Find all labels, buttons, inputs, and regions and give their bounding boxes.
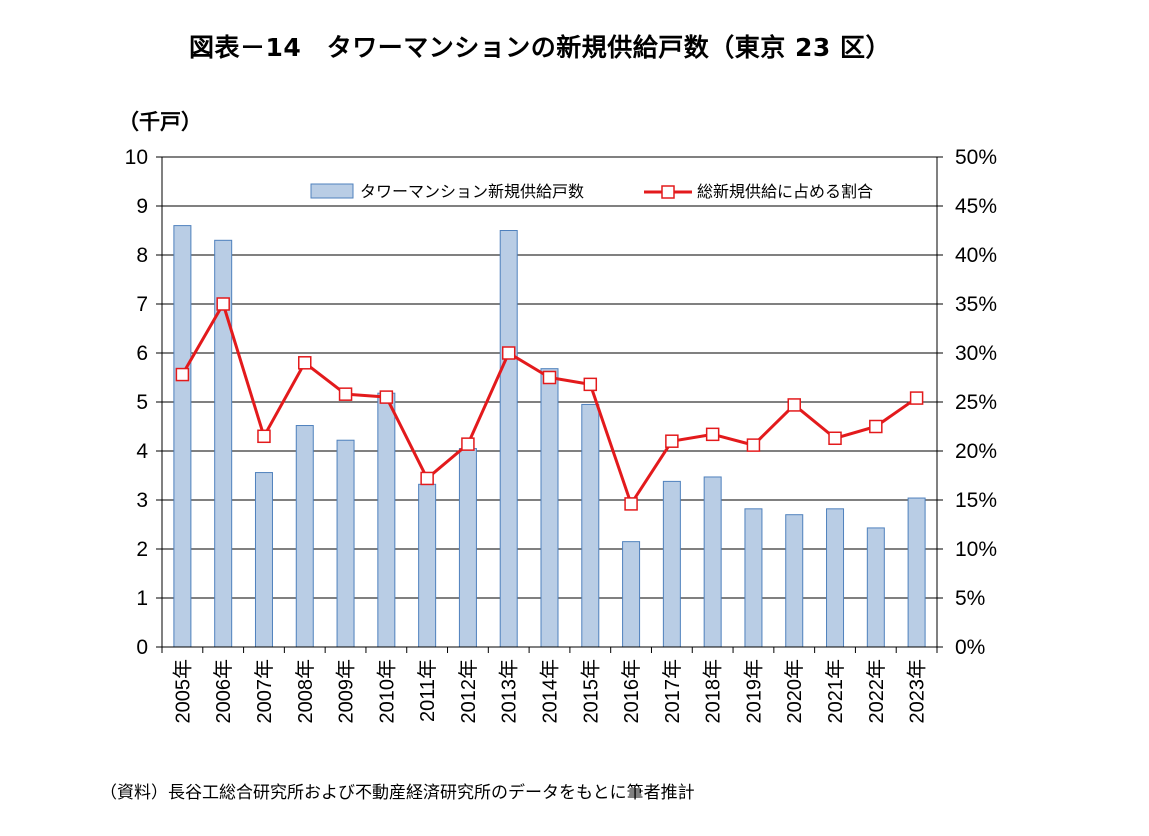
ratio-point (869, 419, 883, 434)
bar (254, 472, 273, 648)
x-axis-tick-label: 2021年 (824, 659, 847, 724)
left-axis-tick-label: 2 (136, 538, 148, 561)
bar (295, 425, 314, 648)
ratio-point (909, 391, 924, 405)
ratio-point (746, 438, 761, 452)
ratio-point (420, 471, 434, 486)
right-axis-tick-label: 20% (955, 440, 997, 463)
x-axis-tick-label: 2023年 (906, 659, 929, 724)
right-axis-ticks: 0% 5% 10% 15% 20% 25% 30% 35% 40% 45% 50% (955, 146, 997, 659)
bar (458, 448, 477, 648)
x-axis-tick-label: 2015年 (579, 659, 602, 724)
right-axis-tick-label: 35% (955, 293, 997, 316)
x-axis-tick-label: 2020年 (783, 659, 806, 724)
left-axis-tick-label: 5 (136, 391, 148, 414)
ratio-point (461, 437, 475, 451)
bar (540, 368, 559, 648)
ratio-point (787, 398, 801, 412)
left-axis-tick-label: 0 (136, 636, 148, 659)
ratio-point (542, 370, 557, 385)
left-axis-unit-label: （千戸） (118, 110, 202, 134)
x-axis-tick-label: 2008年 (294, 659, 317, 724)
left-axis-tick-label: 7 (136, 293, 148, 316)
legend-bar-swatch (310, 183, 354, 199)
legend-line-label: 総新規供給に占める割合 (697, 182, 873, 201)
legend-bar-label: タワーマンション新規供給戸数 (360, 182, 584, 201)
ratio-point (175, 367, 190, 382)
right-axis-tick-label: 25% (955, 391, 997, 414)
right-axis-tick-label: 50% (955, 146, 997, 169)
left-axis-tick-label: 1 (136, 587, 148, 610)
bar (418, 483, 437, 648)
bar (336, 439, 355, 648)
legend: タワーマンション新規供給戸数 総新規供給に占める割合 (310, 182, 873, 201)
axes (156, 156, 943, 653)
x-axis-tick-label: 2018年 (702, 659, 725, 724)
x-axis-tick-label: 2005年 (171, 659, 194, 724)
bar (499, 230, 518, 648)
ratio-point (379, 390, 394, 404)
ratio-point (257, 429, 271, 444)
left-axis-tick-label: 6 (136, 342, 148, 365)
bar (662, 480, 681, 648)
bar (866, 527, 885, 648)
ratio-point (298, 356, 312, 370)
bar-series (173, 225, 926, 648)
x-axis-tick-label: 2006年 (212, 659, 235, 724)
bar (581, 403, 600, 648)
right-axis-tick-label: 30% (955, 342, 997, 365)
bar (173, 225, 192, 648)
ratio-point (624, 497, 638, 511)
left-axis-tick-label: 10 (125, 146, 148, 169)
ratio-point (583, 377, 598, 392)
bar (785, 514, 804, 648)
right-axis-tick-label: 5% (955, 587, 985, 610)
left-axis-tick-label: 3 (136, 489, 148, 512)
right-axis-tick-label: 45% (955, 195, 997, 218)
left-axis-tick-label: 4 (136, 440, 148, 463)
x-axis-ticks: 2005年 2006年 2007年 2008年 2009年 2010年 2011年 2012年… (171, 659, 928, 724)
left-axis-tick-label: 8 (136, 244, 148, 267)
right-axis-tick-label: 15% (955, 489, 997, 512)
bar (744, 508, 763, 648)
x-axis-tick-label: 2007年 (253, 659, 276, 724)
ratio-point (216, 297, 230, 311)
ratio-point (338, 387, 353, 401)
right-axis-tick-label: 40% (955, 244, 997, 267)
ratio-point (705, 427, 720, 442)
line-series (175, 297, 924, 511)
x-axis-tick-label: 2016年 (620, 659, 643, 724)
x-axis-tick-label: 2013年 (498, 659, 521, 724)
chart-title: 図表－14 タワーマンションの新規供給戸数（東京 23 区） (189, 33, 891, 62)
legend-line-marker (661, 185, 675, 199)
left-axis-ticks: 0 1 2 3 4 5 6 7 8 9 10 (125, 146, 149, 659)
bar (703, 476, 722, 648)
bar (622, 541, 641, 648)
x-axis-tick-label: 2019年 (742, 659, 765, 724)
x-axis-tick-label: 2014年 (539, 659, 562, 724)
x-axis-tick-label: 2010年 (375, 659, 398, 724)
left-axis-tick-label: 9 (136, 195, 148, 218)
x-axis-tick-label: 2009年 (335, 659, 358, 724)
source-note: （資料）長谷工総合研究所および不動産経済研究所のデータをもとに筆者推計 (100, 783, 695, 803)
x-axis-tick-label: 2012年 (457, 659, 480, 724)
right-axis-tick-label: 10% (955, 538, 997, 561)
x-axis-tick-label: 2022年 (865, 659, 888, 724)
x-axis-tick-label: 2017年 (661, 659, 684, 724)
bar (826, 508, 845, 648)
ratio-point (665, 434, 679, 448)
right-axis-tick-label: 0% (955, 636, 985, 659)
bar (377, 392, 396, 648)
ratio-point (501, 346, 516, 360)
ratio-point (828, 431, 842, 446)
bar (907, 497, 926, 648)
x-axis-tick-label: 2011年 (416, 659, 439, 722)
